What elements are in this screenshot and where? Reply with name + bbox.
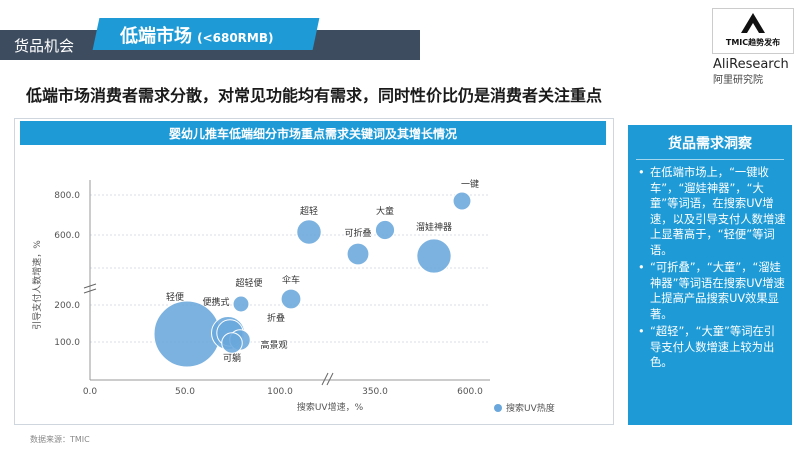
data-bubble bbox=[153, 300, 221, 368]
section-label: 货品机会 bbox=[14, 37, 75, 55]
y-axis-title: 引导支付人数增速，% bbox=[31, 240, 43, 330]
page-headline: 低端市场消费者需求分散，对常见功能均有需求，同时性价比仍是消费者关注重点 bbox=[26, 86, 603, 105]
x-axis-title: 搜索UV增速，% bbox=[297, 401, 364, 413]
chart-frame bbox=[14, 118, 614, 425]
market-badge-sub: (<680RMB) bbox=[197, 31, 274, 45]
tmic-logo: TMIC趋势发布 bbox=[712, 8, 794, 54]
bubble-label: 大童 bbox=[376, 205, 394, 217]
y-tick-label: 100.0 bbox=[54, 338, 80, 348]
legend-marker bbox=[494, 404, 502, 412]
y-tick-label: 800.0 bbox=[54, 191, 80, 201]
x-axis-break bbox=[321, 372, 334, 386]
chart-title-bar: 婴幼儿推车低端细分市场重点需求关键词及其增长情况 bbox=[20, 121, 606, 145]
data-bubble bbox=[452, 191, 472, 211]
y-tick-label: 600.0 bbox=[54, 231, 80, 241]
x-tick-label: 100.0 bbox=[267, 387, 293, 397]
y-tick-label: 200.0 bbox=[54, 301, 80, 311]
insight-bullet: 在低端市场上，“一键收车”，“遛娃神器”，“大童”等词语，在搜索UV增速，以及引… bbox=[638, 165, 786, 258]
insight-bullet: “可折叠”，“大童”，“溜娃神器”等词语在搜索UV增速上提高产品搜索UV效果显著… bbox=[638, 260, 786, 322]
ali-research-logo: AliResearch bbox=[713, 57, 789, 72]
bubble-label: 高景观 bbox=[260, 339, 287, 351]
bubble-label: 一键 bbox=[461, 178, 479, 190]
data-bubble bbox=[374, 219, 396, 241]
market-badge-main: 低端市场 bbox=[120, 26, 192, 47]
bubble-label: 轻便 bbox=[166, 291, 184, 303]
insight-panel: 货品需求洞察 在低端市场上，“一键收车”，“遛娃神器”，“大童”等词语，在搜索U… bbox=[628, 125, 792, 425]
y-axis-break bbox=[83, 283, 97, 294]
insight-divider bbox=[636, 159, 784, 160]
market-badge-text: 低端市场 (<680RMB) bbox=[120, 22, 274, 48]
bubble-label: 可躺 bbox=[223, 352, 241, 364]
data-bubble bbox=[221, 332, 243, 354]
bubble-label: 溜娃神器 bbox=[416, 221, 452, 233]
insight-title: 货品需求洞察 bbox=[668, 136, 752, 152]
data-bubble bbox=[346, 242, 370, 266]
data-bubble bbox=[232, 295, 250, 313]
insight-list: 在低端市场上，“一键收车”，“遛娃神器”，“大童”等词语，在搜索UV增速，以及引… bbox=[638, 165, 786, 373]
bubble-label: 超轻便 bbox=[235, 277, 262, 289]
bubble-label: 伞车 bbox=[282, 274, 300, 286]
ali-research-sub: 阿里研究院 bbox=[713, 75, 763, 86]
data-bubble bbox=[280, 288, 302, 310]
x-tick-label: 50.0 bbox=[175, 387, 195, 397]
x-tick-label: 600.0 bbox=[457, 387, 483, 397]
bubble-label: 超轻 bbox=[300, 205, 318, 217]
bubble-label: 折叠 bbox=[267, 312, 285, 324]
chart-title: 婴幼儿推车低端细分市场重点需求关键词及其增长情况 bbox=[168, 127, 457, 141]
data-bubble bbox=[296, 219, 322, 245]
x-tick-label: 0.0 bbox=[83, 387, 98, 397]
x-tick-label: 350.0 bbox=[362, 387, 388, 397]
tmic-logo-mark bbox=[741, 13, 765, 33]
legend-label: 搜索UV热度 bbox=[506, 402, 555, 414]
bubble-label: 可折叠 bbox=[344, 227, 371, 239]
tmic-logo-text: TMIC趋势发布 bbox=[725, 38, 781, 47]
bubble-label: 便携式 bbox=[202, 296, 229, 308]
insight-bullet: “超轻”，“大童”等词在引导支付人数增速上较为出色。 bbox=[638, 324, 786, 371]
data-source: 数据来源：TMIC bbox=[30, 435, 90, 444]
data-bubble bbox=[416, 238, 452, 274]
ali-research-text: AliResearch bbox=[713, 57, 789, 72]
